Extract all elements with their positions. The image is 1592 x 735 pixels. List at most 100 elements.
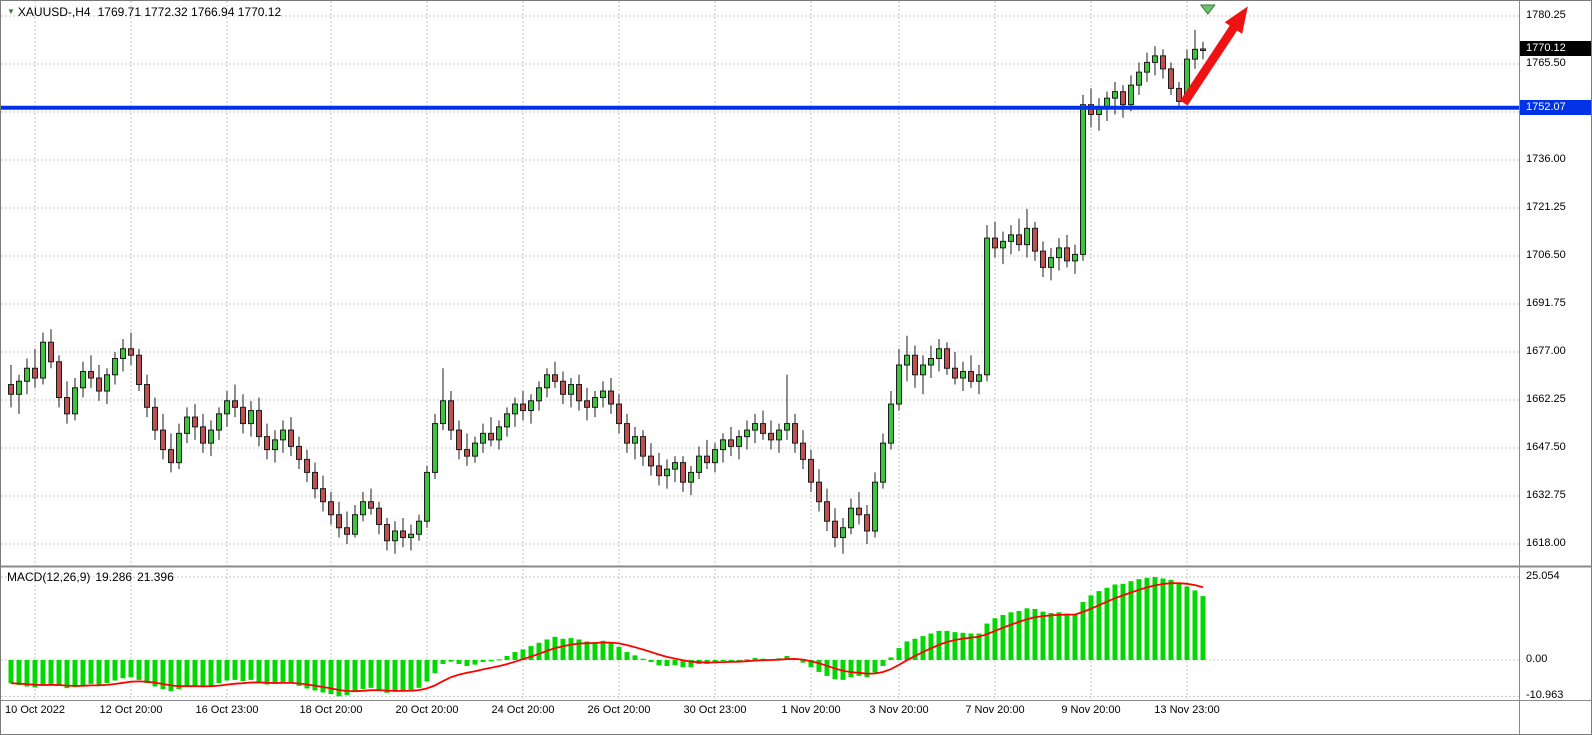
candle-body-up (1008, 234, 1014, 242)
macd-bar (872, 660, 878, 673)
macd-bar (104, 660, 110, 684)
macd-bar (408, 660, 414, 690)
macd-bar (168, 660, 174, 692)
macd-bar (432, 660, 438, 674)
candle-body-up (480, 432, 486, 444)
candle-body-up (16, 380, 22, 395)
macd-bar (896, 648, 902, 660)
candle-body-down (760, 423, 766, 434)
macd-bar (488, 660, 494, 662)
macd-name-label: MACD(12,26,9) (7, 570, 91, 584)
macd-bar (496, 659, 502, 661)
trend-arrow-annotation[interactable] (1180, 6, 1248, 106)
macd-bar (392, 660, 398, 692)
candle-body-up (472, 442, 478, 457)
macd-bar (1168, 579, 1174, 660)
candle-body-down (336, 514, 342, 529)
macd-bar (664, 660, 670, 666)
candle-body-up (176, 432, 182, 464)
macd-bar (224, 660, 230, 681)
candle-body-up (248, 410, 254, 425)
candle-body-down (456, 429, 462, 451)
candle-body-up (752, 423, 758, 431)
candle-body-down (304, 458, 310, 473)
candle-body-up (104, 374, 110, 392)
ohlc-values-label: 1769.71 1772.32 1766.94 1770.12 (97, 5, 282, 19)
candle-body-down (144, 384, 150, 408)
chart-title: ▼ XAUUSD-,H4 1769.71 1772.32 1766.94 1770.… (7, 5, 281, 19)
macd-bar (232, 660, 238, 680)
macd-bar (120, 660, 126, 679)
macd-bar (952, 632, 958, 660)
candle-body-down (256, 410, 262, 438)
macd-bar (736, 660, 742, 661)
candle-body-down (944, 348, 950, 369)
candle-body-up (1136, 71, 1142, 86)
candle-body-up (40, 341, 46, 379)
candle-body-up (1024, 227, 1030, 246)
macd-bar (288, 660, 294, 684)
candle-body-up (216, 413, 222, 431)
candle-body-up (352, 514, 358, 535)
candle-body-down (488, 432, 494, 441)
macd-bar (656, 660, 662, 666)
macd-bar (1152, 577, 1158, 660)
macd-bar (456, 660, 462, 664)
macd-bar (832, 660, 838, 680)
macd-bar (424, 660, 430, 682)
macd-bar (1040, 611, 1046, 660)
macd-bar (888, 657, 894, 660)
candle-body-down (584, 400, 590, 408)
candle-body-down (88, 371, 94, 379)
candle-body-up (80, 371, 86, 389)
macd-bar (1184, 586, 1190, 660)
candle-body-down (264, 436, 270, 451)
macd-bar (520, 649, 526, 660)
macd-bar (1064, 613, 1070, 660)
candle-body-up (1072, 253, 1078, 262)
macd-bar (504, 656, 510, 660)
candle-body-up (696, 455, 702, 473)
candle-body-down (704, 455, 710, 464)
macd-bar (640, 658, 646, 660)
macd-bar (320, 660, 326, 693)
candle-body-down (832, 520, 838, 538)
candle-body-up (888, 403, 894, 444)
macd-bar (1096, 591, 1102, 660)
macd-bar (312, 660, 318, 691)
candle-body-down (64, 397, 70, 415)
macd-bar (576, 639, 582, 660)
macd-bar (280, 660, 286, 682)
candle-body-down (640, 436, 646, 457)
candle-body-up (712, 449, 718, 464)
macd-bar (8, 660, 14, 684)
candle-body-down (192, 416, 198, 428)
candle-body-up (360, 501, 366, 516)
candle-body-up (440, 400, 446, 425)
candle-body-down (464, 449, 470, 457)
candle-body-up (736, 436, 742, 447)
macd-bar (920, 636, 926, 660)
candle-body-down (448, 400, 454, 431)
macd-bar (632, 655, 638, 660)
macd-bar (512, 652, 518, 660)
candle-body-down (656, 465, 662, 477)
macd-bar (1008, 612, 1014, 660)
macd-bar (368, 660, 374, 688)
candle-body-up (544, 374, 550, 389)
symbol-timeframe-label: XAUUSD-,H4 (17, 5, 91, 19)
macd-bar (64, 660, 70, 689)
candle-body-down (384, 523, 390, 542)
candle-body-down (624, 423, 630, 444)
macd-bar (144, 660, 150, 684)
macd-bar (336, 660, 342, 697)
macd-bar (616, 646, 622, 660)
macd-bar (384, 660, 390, 693)
macd-bar (1112, 584, 1118, 660)
candle-body-up (184, 416, 190, 434)
candle-body-up (592, 397, 598, 408)
candle-body-down (168, 449, 174, 464)
macd-bar (480, 660, 486, 662)
candle-body-down (968, 371, 974, 382)
